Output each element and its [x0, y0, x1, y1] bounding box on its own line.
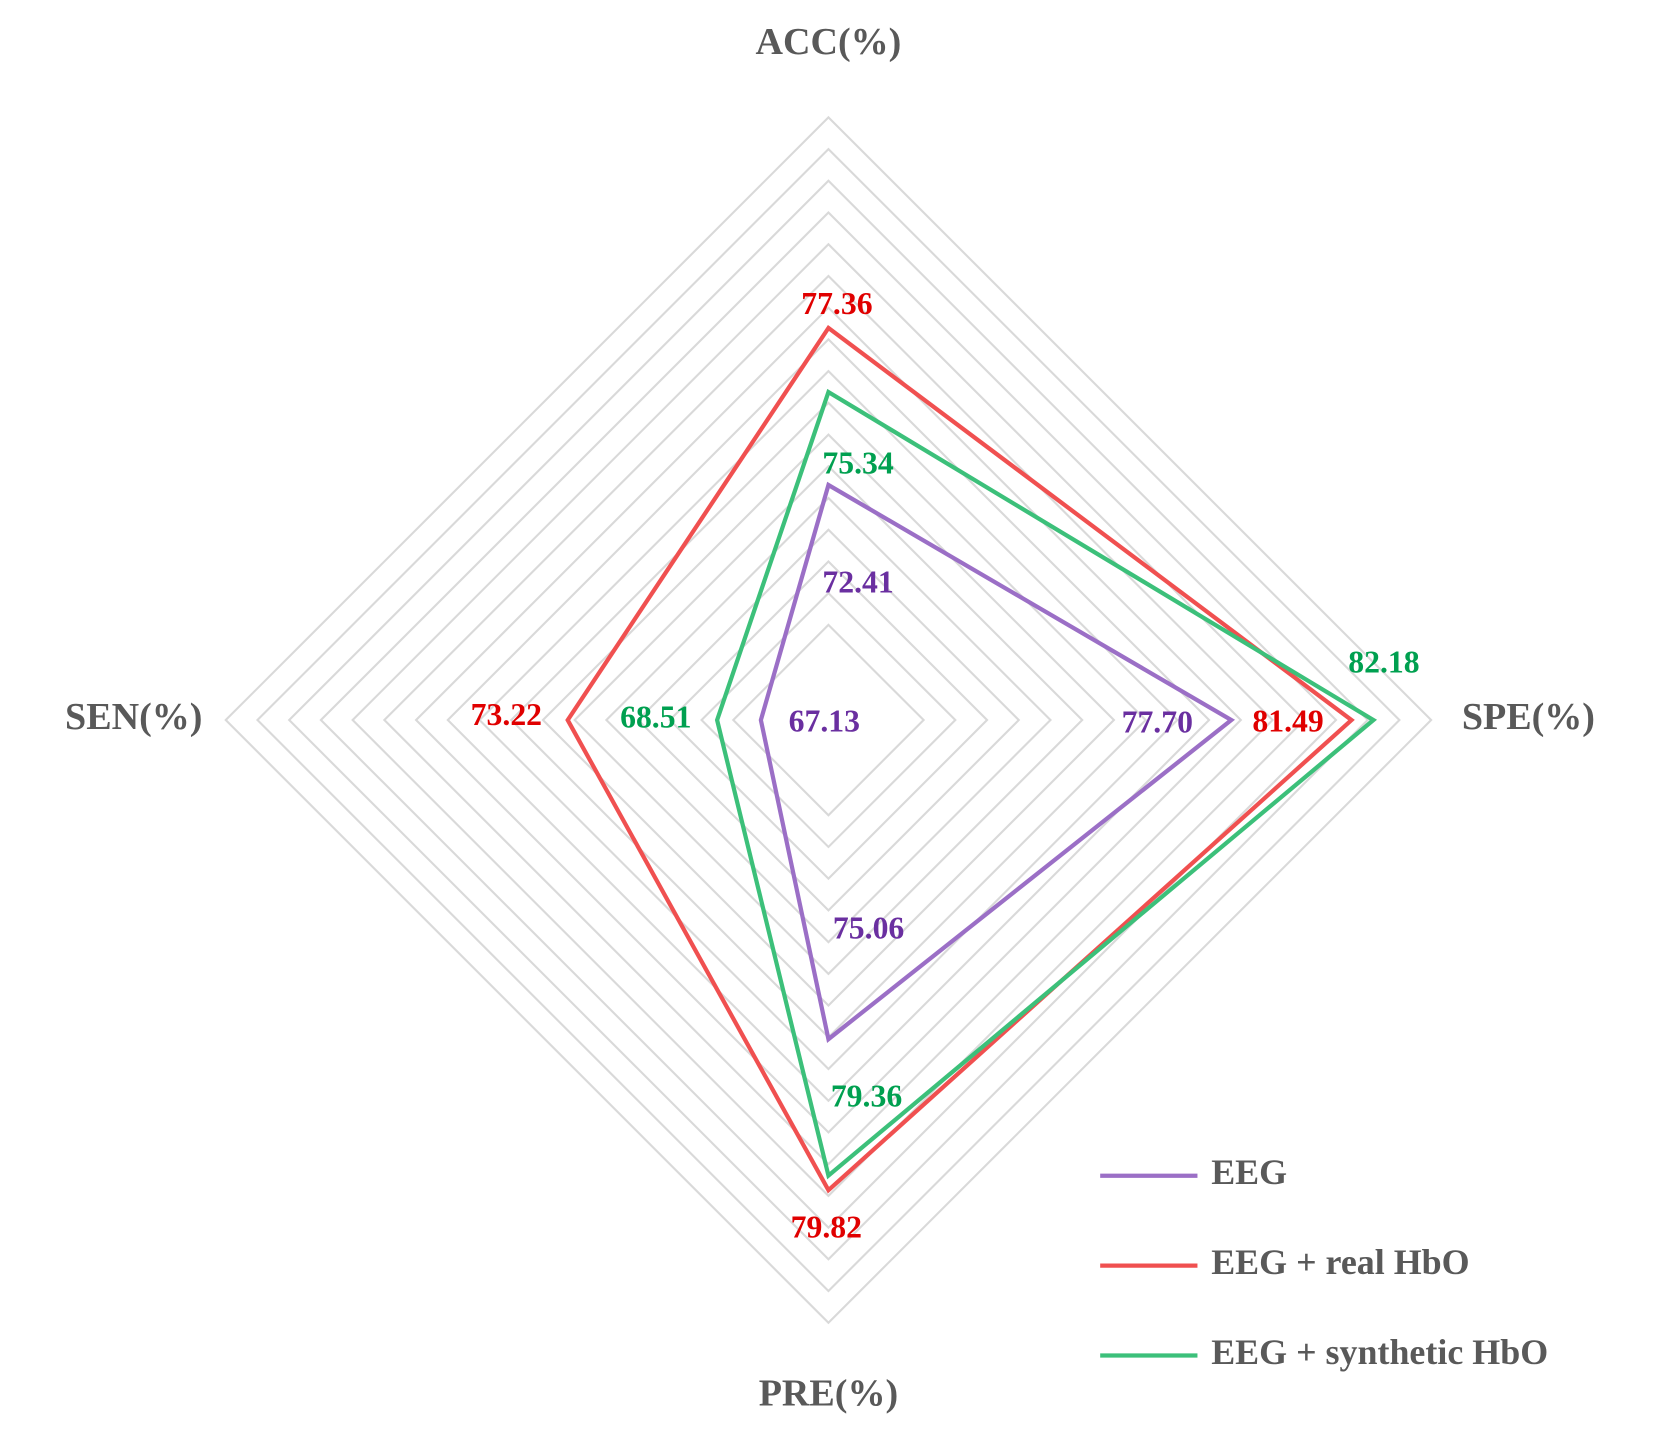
grid-ring [700, 591, 957, 849]
grid-ring [478, 369, 1179, 1071]
axis-label: SPE(%) [1462, 696, 1595, 738]
grid-ring [287, 179, 1370, 1261]
grid-ring [541, 433, 1116, 1008]
value-label: 77.70 [1122, 705, 1193, 740]
value-label: 82.18 [1348, 644, 1419, 679]
series-line [758, 481, 1236, 1043]
value-label: 73.22 [471, 697, 542, 732]
grid-ring [351, 242, 1306, 1198]
series-line [565, 324, 1355, 1194]
axis-label: ACC(%) [756, 21, 902, 63]
value-label: 68.51 [620, 699, 691, 734]
grid-ring [414, 306, 1243, 1134]
series-line [714, 388, 1378, 1180]
legend-text: EEG [1211, 1152, 1287, 1192]
value-label: 79.82 [791, 1210, 862, 1245]
grid-ring [668, 559, 989, 881]
legend-text: EEG + real HbO [1211, 1242, 1469, 1282]
grid-ring [224, 115, 1433, 1325]
value-label: 67.13 [789, 704, 860, 739]
legend-text: EEG + synthetic HbO [1211, 1332, 1548, 1372]
grid-ring [636, 528, 1021, 912]
grid-ring [731, 623, 926, 817]
value-label: 81.49 [1252, 704, 1323, 739]
grid-ring [446, 337, 1211, 1103]
grid-ring [604, 496, 1052, 944]
grid-ring [255, 147, 1401, 1293]
grid-ring [573, 464, 1084, 976]
grid-ring [319, 211, 1338, 1230]
value-label: 75.34 [822, 445, 894, 480]
value-label: 79.36 [831, 1079, 902, 1114]
axis-label: PRE(%) [759, 1372, 898, 1414]
value-label: 77.36 [801, 286, 872, 321]
value-label: 75.06 [833, 911, 904, 946]
value-label: 72.41 [822, 565, 893, 600]
axis-label: SEN(%) [65, 696, 202, 738]
